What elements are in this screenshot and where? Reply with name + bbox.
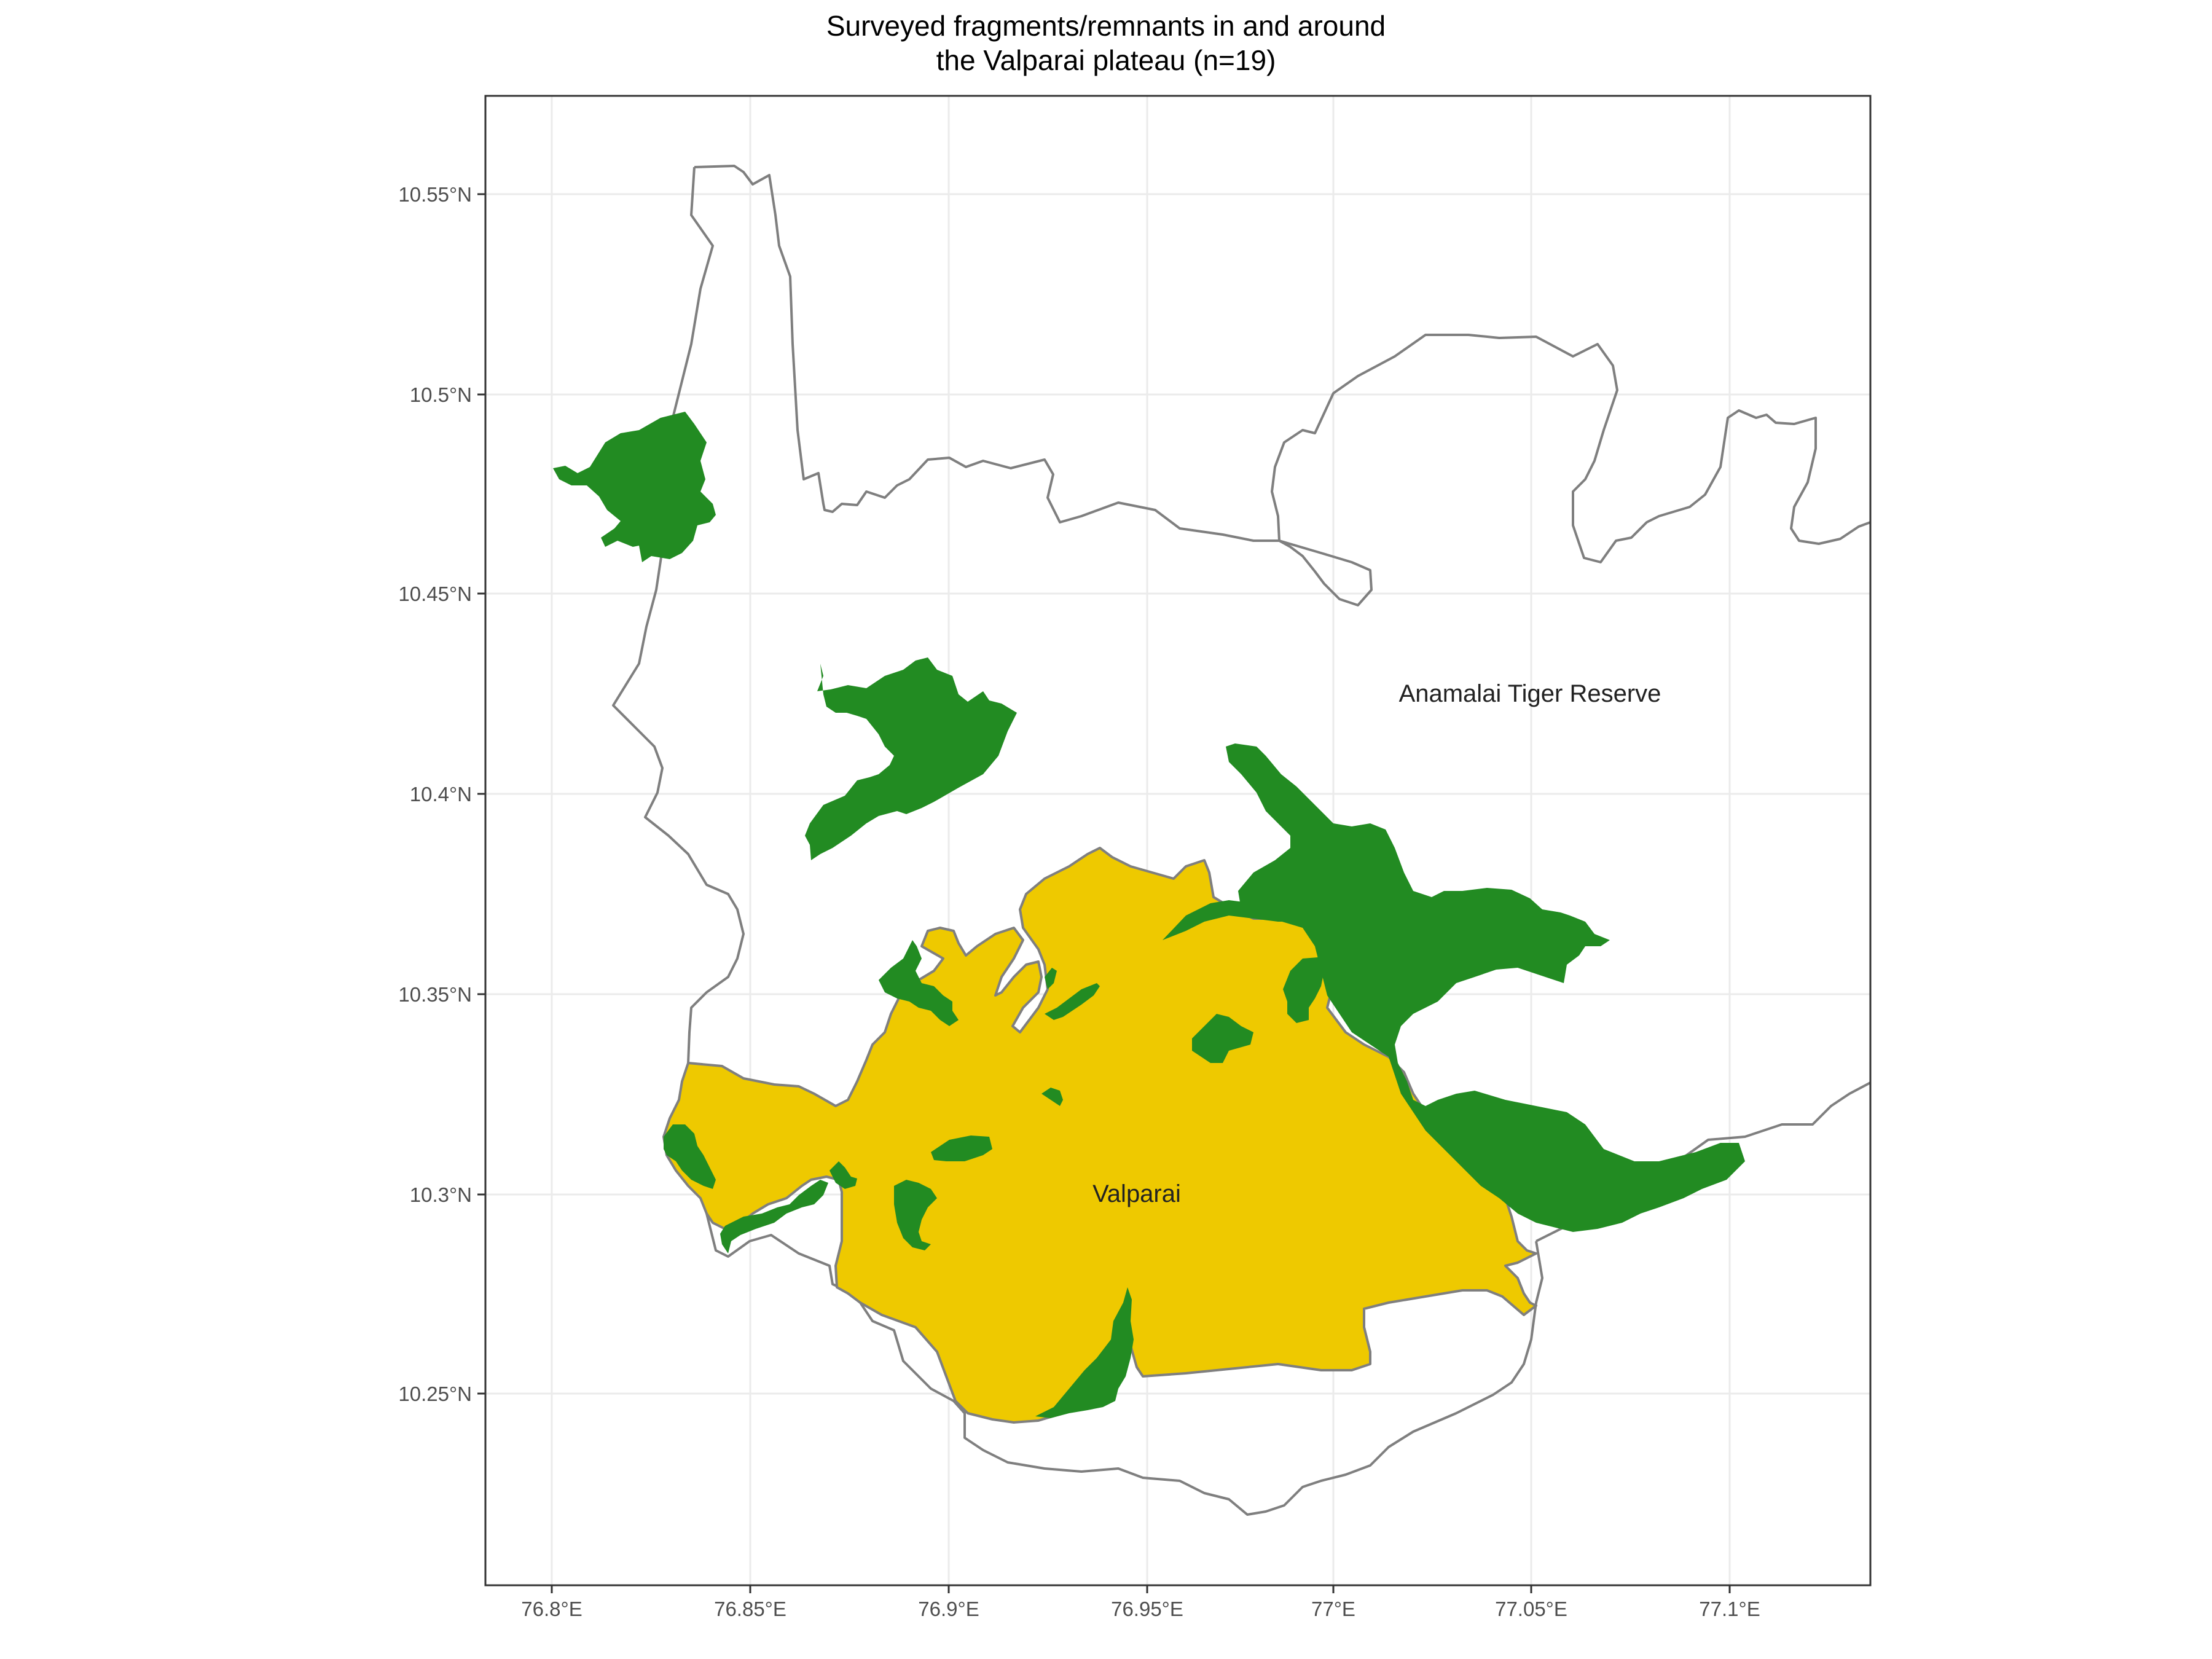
reserve-boundary-west (612, 167, 745, 1064)
fragment-16 (1035, 1287, 1134, 1418)
fragment-13 (664, 1124, 716, 1189)
fragment-14 (720, 1180, 828, 1253)
fragment-12 (894, 1180, 937, 1250)
reserve-boundary (694, 165, 1870, 563)
y-tick-label: 10.45°N (398, 582, 472, 605)
title-line-1: Surveyed fragments/remnants in and aroun… (826, 10, 1386, 42)
reserve-label: Anamalai Tiger Reserve (1399, 680, 1661, 707)
title-line-2: the Valparai plateau (n=19) (936, 44, 1276, 76)
y-tick-label: 10.55°N (398, 183, 472, 206)
fragment-5 (1283, 957, 1324, 1023)
reserve-boundary-segment (1278, 539, 1373, 606)
fragment-10 (1041, 1088, 1063, 1106)
x-tick-label: 76.85°E (714, 1598, 786, 1620)
grid-lines (485, 96, 1870, 1585)
fragment-8 (1045, 983, 1100, 1020)
valparai-label: Valparai (1092, 1180, 1181, 1207)
y-tick-label: 10.35°N (398, 983, 472, 1006)
x-tick-label: 77.05°E (1495, 1598, 1567, 1620)
fragments-layer (553, 412, 1745, 1418)
panel-border (484, 95, 1872, 1586)
y-tick-label: 10.25°N (398, 1382, 472, 1405)
fragment-11 (931, 1135, 992, 1161)
fragment-4 (1163, 900, 1321, 940)
y-tick-label: 10.4°N (410, 783, 472, 806)
fragment-7 (879, 940, 959, 1026)
x-tick-label: 76.8°E (521, 1598, 582, 1620)
map-title: Surveyed fragments/remnants in and aroun… (0, 9, 2212, 77)
x-tick-label: 76.95°E (1111, 1598, 1183, 1620)
x-tick-label: 76.9°E (918, 1598, 979, 1620)
y-tick-label: 10.5°N (410, 383, 472, 406)
fragment-9 (1045, 968, 1057, 989)
x-tick-label: 77°E (1311, 1598, 1355, 1620)
reserve-boundary-south (705, 1213, 1543, 1516)
y-tick-label: 10.3°N (410, 1183, 472, 1206)
fragment-3 (1226, 743, 1745, 1232)
fragment-2 (805, 657, 1017, 860)
fragment-1 (553, 412, 716, 562)
fragment-6 (1192, 1014, 1253, 1063)
axis-ticks (477, 193, 1731, 1593)
x-tick-label: 77.1°E (1699, 1598, 1760, 1620)
fragment-15 (830, 1161, 857, 1189)
